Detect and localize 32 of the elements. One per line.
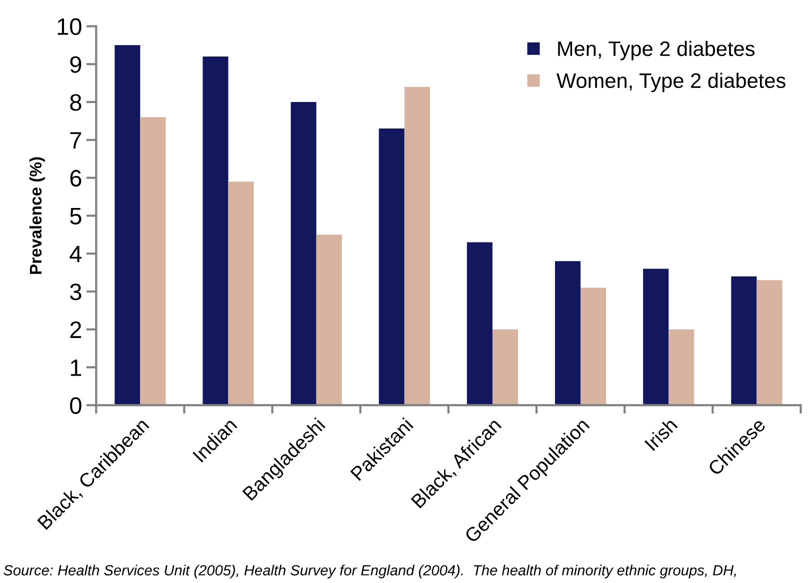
bar xyxy=(140,117,166,406)
bar xyxy=(555,261,581,406)
bar xyxy=(202,56,228,406)
y-tick-label: 4 xyxy=(70,246,82,262)
y-tick-label: 2 xyxy=(70,321,82,338)
source-note: Source: Health Services Unit (2005), Health Survey for England (2004). The health of minority ethnic groups, DH, xyxy=(4,564,736,578)
bar xyxy=(643,268,669,406)
y-axis-title: Prevalence (%) xyxy=(29,157,45,274)
y-tick-label: 10 xyxy=(58,18,82,36)
bar xyxy=(378,128,404,406)
bar xyxy=(316,234,342,406)
y-tick-label: 7 xyxy=(70,132,82,148)
y-tick-label: 8 xyxy=(70,94,82,111)
y-tick-label: 5 xyxy=(70,208,82,224)
y-tick-label: 1 xyxy=(70,360,82,376)
y-tick-label: 6 xyxy=(70,170,82,187)
x-tick-label: Irish xyxy=(644,417,678,452)
legend-label: Women, Type 2 diabetes xyxy=(556,72,786,92)
bar xyxy=(492,329,518,406)
bar xyxy=(290,102,316,406)
bar xyxy=(668,329,694,406)
bar xyxy=(731,276,757,406)
y-tick-label: 9 xyxy=(70,56,82,73)
legend-label: Men, Type 2 diabetes xyxy=(558,40,755,60)
bar xyxy=(466,242,492,406)
y-tick-label: 3 xyxy=(70,284,82,300)
bar xyxy=(114,45,140,406)
bar xyxy=(404,86,430,406)
bar xyxy=(756,280,782,406)
y-tick-label: 0 xyxy=(70,397,82,414)
bar xyxy=(228,182,254,406)
bar xyxy=(580,288,606,406)
